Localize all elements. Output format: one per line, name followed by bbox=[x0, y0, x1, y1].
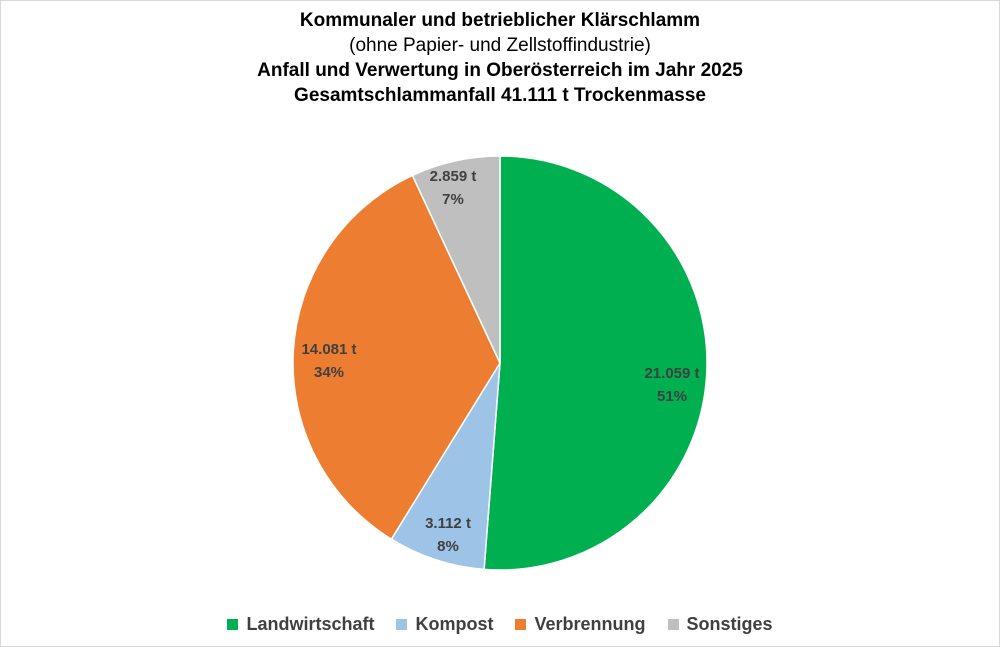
chart-title-line-1: Kommunaler und betrieblicher Klärschlamm bbox=[299, 10, 701, 31]
slice-value-label: 2.859 t bbox=[430, 168, 477, 185]
legend-swatch bbox=[227, 619, 239, 630]
slice-percent-label: 34% bbox=[314, 364, 344, 381]
pie-slice-kompost bbox=[390, 362, 501, 571]
legend-item: Kompost bbox=[396, 614, 493, 635]
chart-title-block: Kommunaler und betrieblicher Klärschlamm… bbox=[0, 8, 1000, 108]
pie-slice-sonstiges bbox=[411, 155, 501, 364]
chart-title-line-2: (ohne Papier- und Zellstoffindustrie) bbox=[349, 35, 651, 56]
legend-item: Landwirtschaft bbox=[227, 614, 374, 635]
legend-label: Verbrennung bbox=[534, 614, 646, 634]
slice-value-label: 3.112 t bbox=[425, 515, 471, 532]
legend-label: Kompost bbox=[415, 614, 494, 634]
legend-swatch bbox=[396, 619, 408, 630]
slice-percent-label: 7% bbox=[442, 191, 464, 208]
legend-label: Landwirtschaft bbox=[246, 614, 375, 634]
pie-slice-verbrennung bbox=[292, 174, 501, 541]
slice-percent-label: 8% bbox=[437, 538, 459, 555]
legend-item: Verbrennung bbox=[515, 614, 646, 635]
slice-value-label: 14.081 t bbox=[301, 341, 356, 358]
chart-title-line-4: Gesamtschlammanfall 41.111 t Trockenmass… bbox=[294, 85, 706, 106]
pie-slice-landwirtschaft bbox=[483, 155, 708, 571]
slice-value-label: 21.059 t bbox=[644, 365, 699, 382]
legend-swatch bbox=[667, 619, 679, 630]
chart-legend: Landwirtschaft Kompost Verbrennung Sonstige… bbox=[0, 614, 1000, 635]
legend-label: Sonstiges bbox=[686, 614, 773, 634]
legend-swatch bbox=[515, 619, 527, 630]
legend-item: Sonstiges bbox=[667, 614, 773, 635]
slice-percent-label: 51% bbox=[657, 388, 687, 405]
chart-title-line-3: Anfall und Verwertung in Oberösterreich … bbox=[257, 60, 743, 81]
